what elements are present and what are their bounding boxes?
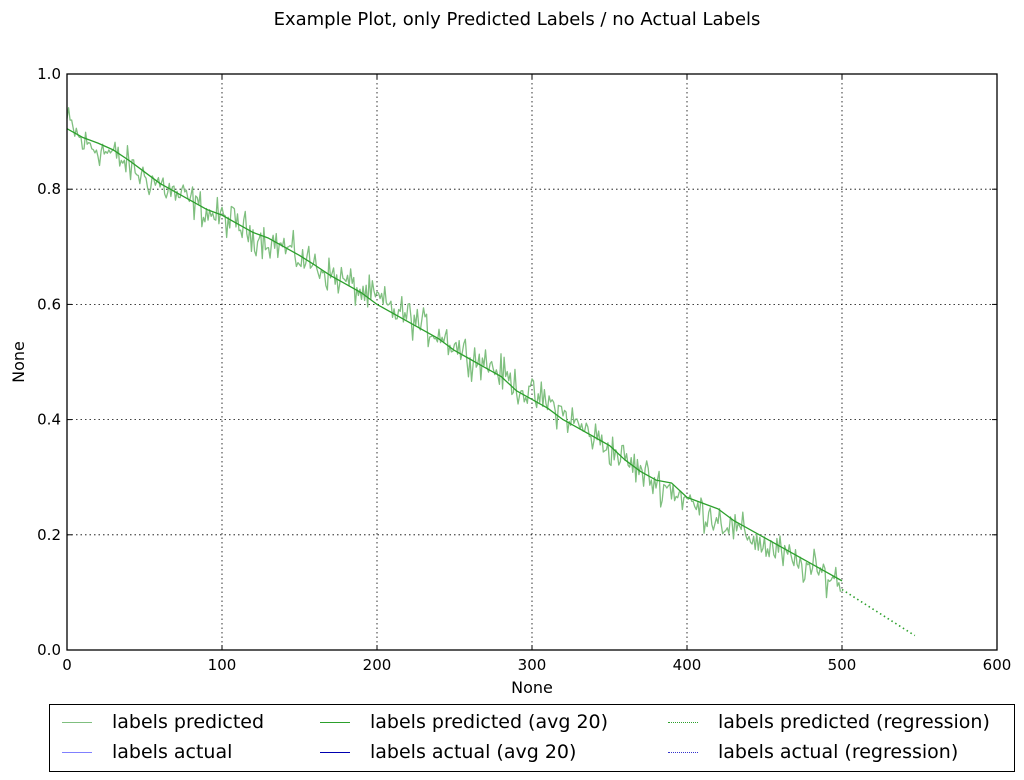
x-tick-label: 200 bbox=[363, 656, 392, 674]
legend-item: labels actual (avg 20) bbox=[320, 741, 576, 763]
y-axis-label: None bbox=[9, 341, 28, 383]
legend-line bbox=[320, 721, 350, 723]
x-axis-label: None bbox=[511, 678, 553, 697]
legend-label: labels actual (regression) bbox=[718, 741, 959, 763]
series-line-4 bbox=[841, 588, 916, 637]
legend-line bbox=[62, 751, 92, 753]
chart: Example Plot, only Predicted Labels / no… bbox=[9, 9, 1011, 697]
series-line-2 bbox=[66, 128, 843, 582]
x-tick-label: 300 bbox=[518, 656, 547, 674]
legend-line bbox=[668, 751, 698, 753]
grid bbox=[67, 74, 997, 650]
legend-label: labels predicted bbox=[112, 711, 265, 733]
legend-line bbox=[320, 751, 350, 753]
legend-label: labels predicted (regression) bbox=[718, 711, 990, 733]
y-tick-label: 0.8 bbox=[37, 180, 61, 198]
legend-item: labels predicted bbox=[62, 711, 264, 733]
legend-line bbox=[668, 721, 698, 723]
series-layer bbox=[66, 107, 916, 637]
series-line-0 bbox=[66, 107, 842, 599]
y-tick-label: 0.0 bbox=[37, 641, 61, 659]
y-tick-label: 0.6 bbox=[37, 295, 61, 313]
legend-item: labels predicted (regression) bbox=[668, 711, 990, 733]
ticks: 0 100 200 300 400 500 600 0.0 0.2 0.4 0.6 0.8 1.0 bbox=[37, 65, 1011, 674]
y-tick-label: 0.4 bbox=[37, 411, 61, 429]
legend-label: labels actual (avg 20) bbox=[370, 741, 577, 763]
legend-line bbox=[62, 721, 92, 723]
chart-title: Example Plot, only Predicted Labels / no… bbox=[274, 9, 761, 30]
x-tick-label: 400 bbox=[673, 656, 702, 674]
legend: labels predicted labels actual labels pr… bbox=[49, 704, 1015, 772]
legend-label: labels predicted (avg 20) bbox=[370, 711, 609, 733]
legend-label: labels actual bbox=[112, 741, 233, 763]
x-tick-label: 100 bbox=[208, 656, 237, 674]
legend-item: labels actual bbox=[62, 741, 232, 763]
y-tick-label: 1.0 bbox=[37, 65, 61, 83]
x-tick-label: 600 bbox=[983, 656, 1012, 674]
x-tick-label: 0 bbox=[62, 656, 72, 674]
x-tick-label: 500 bbox=[828, 656, 857, 674]
legend-item: labels predicted (avg 20) bbox=[320, 711, 608, 733]
legend-item: labels actual (regression) bbox=[668, 741, 958, 763]
y-tick-label: 0.2 bbox=[37, 526, 61, 544]
